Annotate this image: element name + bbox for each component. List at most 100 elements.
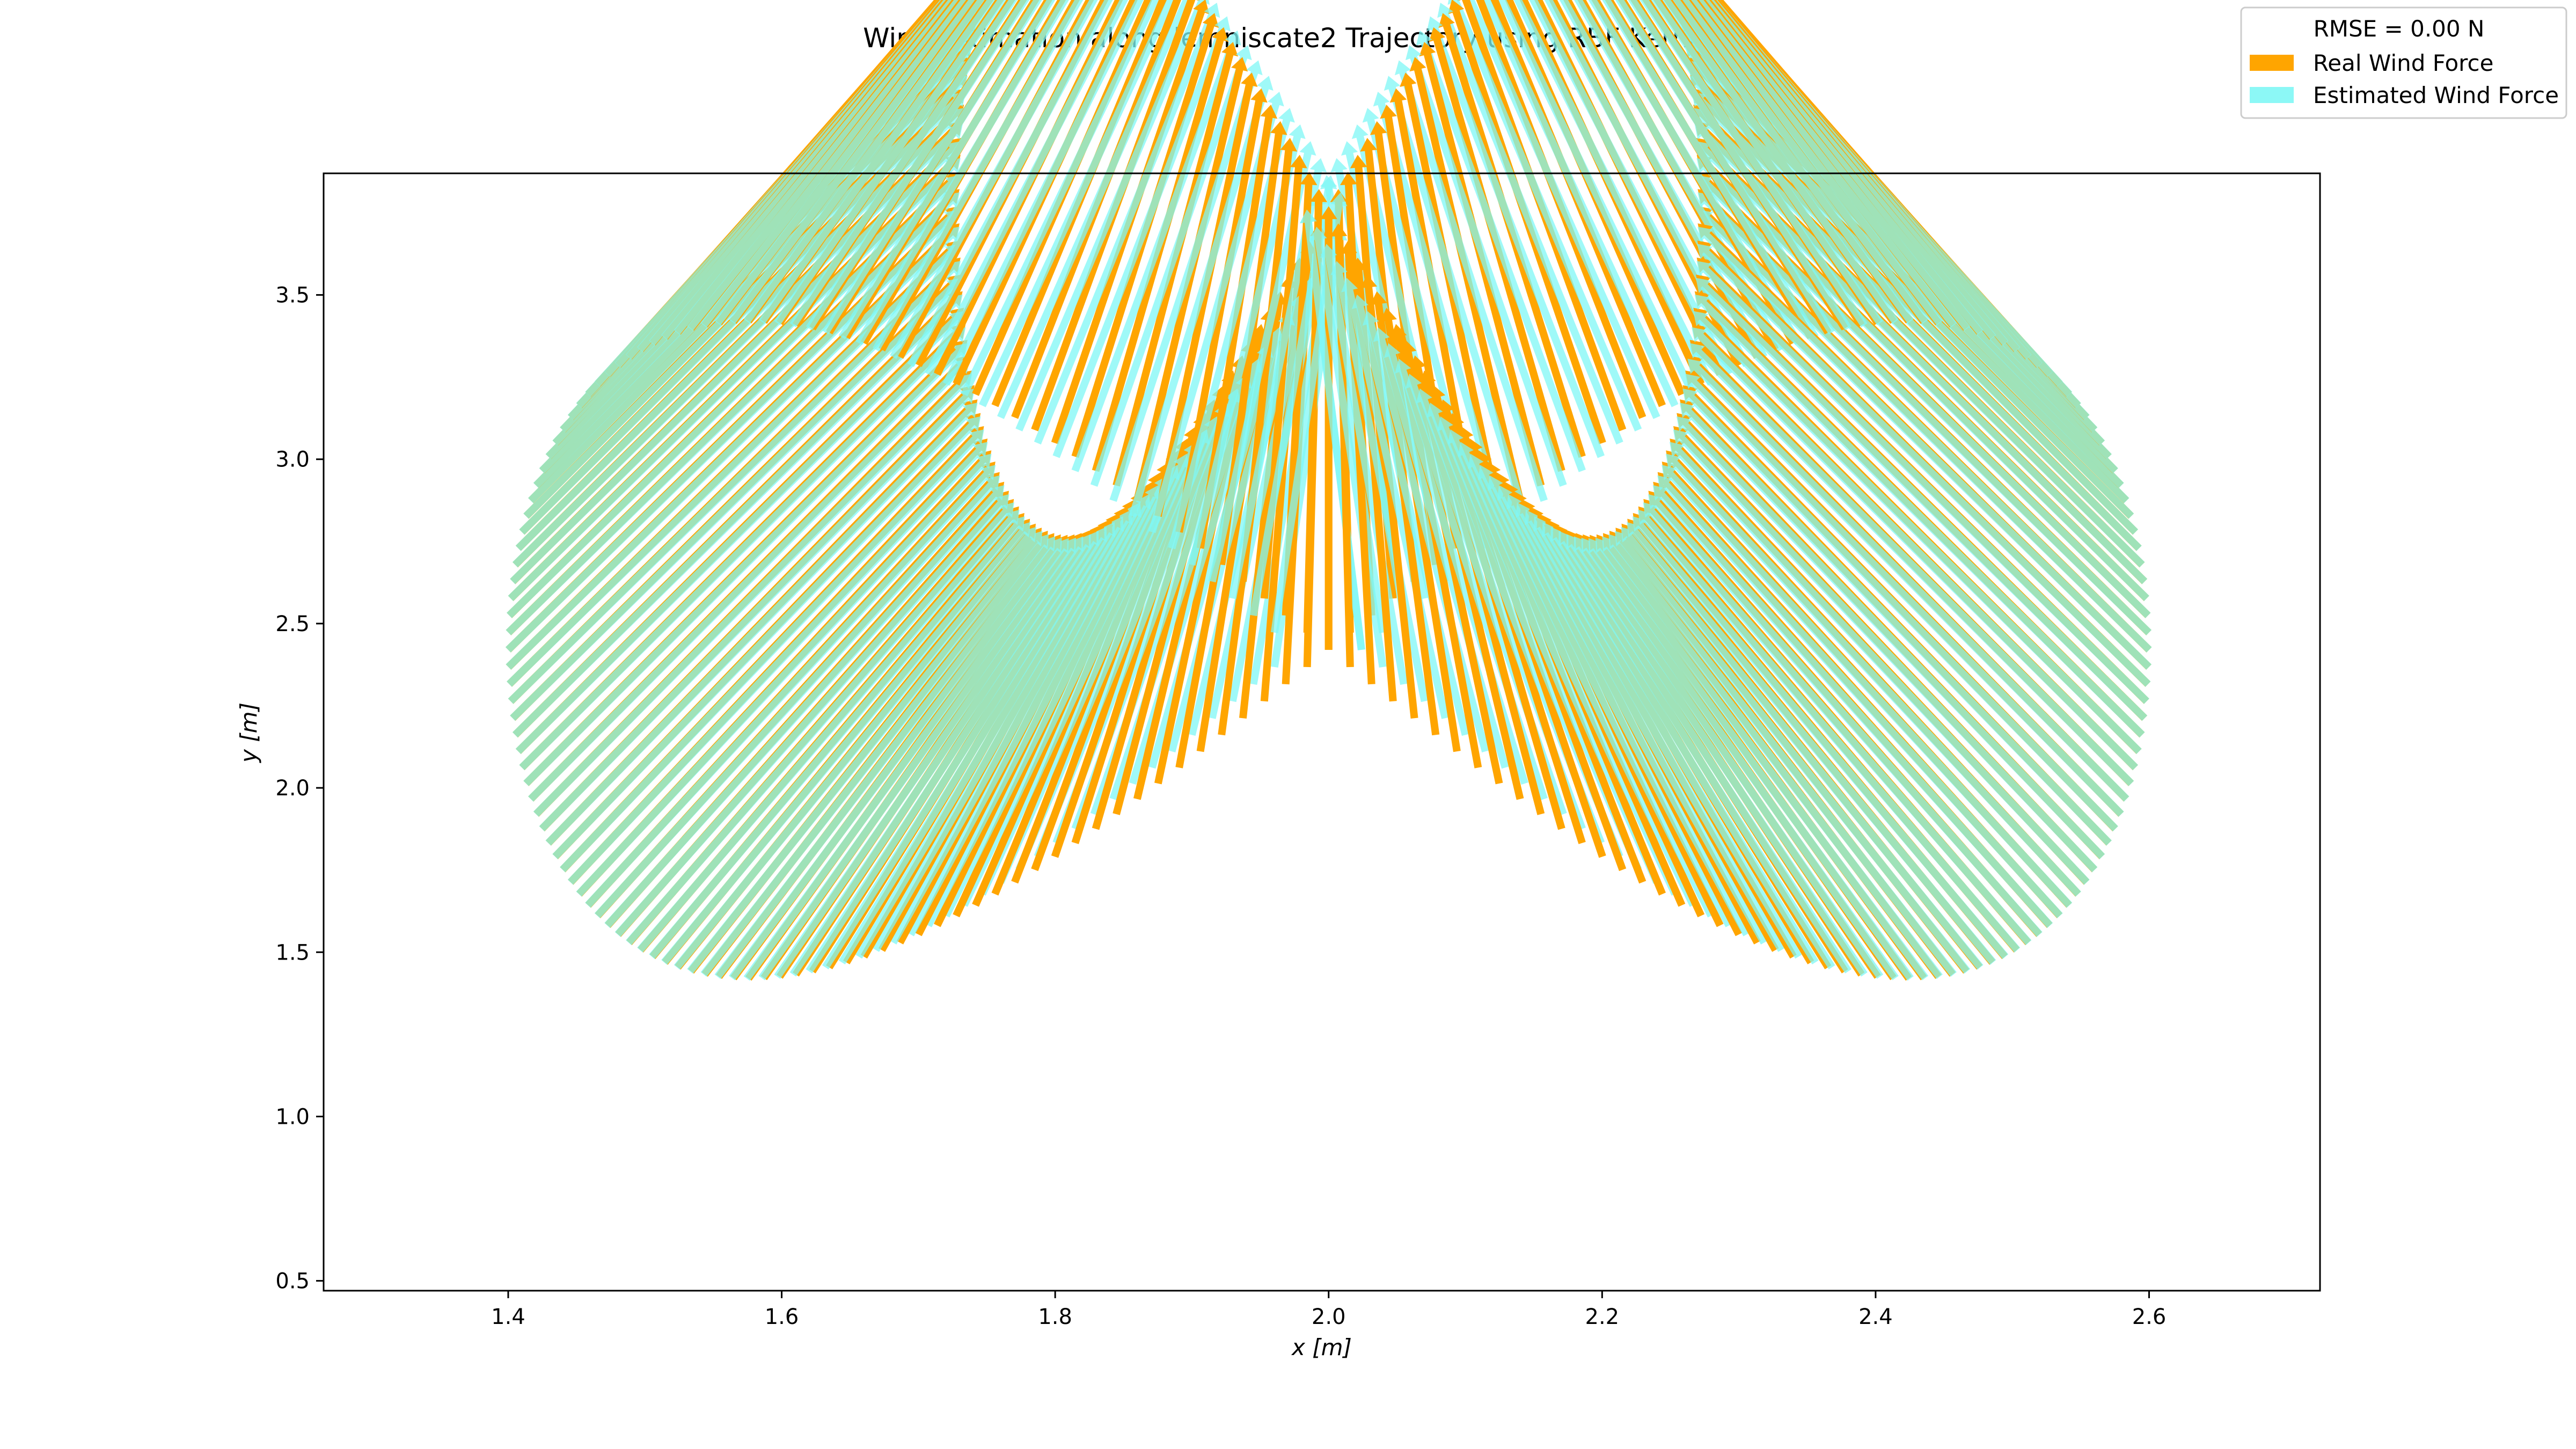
estimated-wind-arrow <box>626 502 1014 946</box>
estimated-wind-arrow <box>505 209 960 653</box>
quiver-arrows <box>505 0 2152 981</box>
real-wind-arrow <box>1330 223 1354 668</box>
estimated-wind-arrow <box>838 522 1115 964</box>
legend: RMSE = 0.00 N Real Wind Force Estimated … <box>2240 6 2567 119</box>
x-tick-label: 1.6 <box>765 1305 799 1329</box>
estimated-wind-arrow <box>1661 0 1899 324</box>
estimated-wind-arrow <box>700 534 1049 977</box>
real-wind-arrow <box>1350 258 1397 702</box>
estimated-wind-arrow <box>1695 277 2148 721</box>
estimated-wind-arrow <box>1516 502 1768 945</box>
y-tick-label: 3.5 <box>275 283 310 308</box>
legend-label-real: Real Wind Force <box>2313 50 2493 76</box>
estimated-wind-arrow <box>873 0 1084 352</box>
x-tick-label: 2.2 <box>1585 1305 1620 1329</box>
estimated-wind-arrow <box>997 0 1191 419</box>
estimated-wind-arrow <box>822 526 1107 970</box>
estimated-wind-arrow <box>890 0 1098 359</box>
estimated-wind-arrow <box>1447 0 1642 431</box>
estimated-wind-arrow <box>1687 358 2129 802</box>
y-axis-label: y [m] <box>236 702 262 764</box>
estimated-wind-arrow <box>1627 522 1996 965</box>
estimated-wind-arrow <box>508 261 961 704</box>
estimated-wind-arrow <box>1662 465 2073 908</box>
estimated-wind-arrow <box>1657 475 2063 918</box>
estimated-wind-arrow <box>1034 3 1220 445</box>
real-wind-arrow <box>1031 0 1200 431</box>
estimated-wind-arrow <box>1677 416 2105 860</box>
estimated-wind-arrow <box>1513 0 1715 386</box>
estimated-wind-arrow <box>1525 509 1785 952</box>
estimated-wind-arrow <box>1148 91 1284 533</box>
y-tick-label: 1.5 <box>275 940 310 965</box>
estimated-wind-arrow <box>1648 494 2043 937</box>
estimated-wind-arrow <box>1689 343 2134 786</box>
estimated-wind-arrow <box>1466 0 1660 419</box>
estimated-wind-arrow <box>1168 108 1295 550</box>
estimated-wind-arrow <box>585 465 996 908</box>
estimated-wind-arrow <box>1129 76 1274 517</box>
estimated-wind-arrow <box>1697 175 2151 618</box>
estimated-wind-arrow <box>1426 16 1605 458</box>
estimated-wind-arrow <box>1488 475 1715 918</box>
estimated-wind-arrow <box>1595 537 1929 980</box>
y-tick-label: 2.5 <box>275 612 310 636</box>
plot-area-frame <box>323 172 2321 1292</box>
estimated-wind-arrow <box>758 0 996 324</box>
real-wind-arrow <box>1380 308 1461 752</box>
estimated-wind-arrow <box>545 402 978 846</box>
estimated-wind-arrow <box>1682 388 2118 832</box>
estimated-wind-arrow <box>1679 402 2112 846</box>
real-wind-arrow <box>1340 240 1375 685</box>
estimated-wind-arrow <box>979 0 1175 407</box>
x-tick-label: 2.4 <box>1858 1305 1893 1329</box>
estimated-wind-arrow <box>1394 60 1548 502</box>
estimated-wind-arrow <box>604 485 1005 928</box>
estimated-wind-arrow <box>560 429 984 873</box>
real-wind-arrow <box>1260 258 1307 702</box>
estimated-wind-arrow <box>942 0 1144 386</box>
y-axis-ticks: 0.5 1.0 1.5 2.0 2.5 3.0 3.5 <box>275 283 324 1294</box>
estimated-wind-arrow <box>806 531 1099 974</box>
x-tick-label: 2.0 <box>1312 1305 1346 1329</box>
legend-frame <box>2240 6 2567 119</box>
y-tick-label: 1.0 <box>275 1104 310 1129</box>
estimated-wind-arrow <box>1498 0 1697 397</box>
estimated-wind-arrow <box>789 0 1018 327</box>
estimated-wind-arrow <box>855 0 1069 345</box>
estimated-wind-arrow <box>1687 0 1943 326</box>
estimated-wind-arrow <box>1665 453 2081 897</box>
estimated-wind-arrow <box>519 327 966 771</box>
estimated-wind-arrow <box>1052 16 1231 458</box>
estimated-wind-arrow <box>1566 534 1868 977</box>
estimated-wind-arrow <box>806 0 1030 331</box>
estimated-wind-arrow <box>1652 485 2053 928</box>
estimated-wind-arrow <box>1673 429 2098 873</box>
estimated-wind-arrow <box>774 0 1007 325</box>
estimated-wind-arrow <box>1671 0 1914 324</box>
estimated-wind-arrow <box>743 538 1069 981</box>
estimated-wind-arrow <box>1685 374 2124 817</box>
real-wind-arrow <box>1218 121 1287 566</box>
estimated-wind-arrow <box>1602 536 1943 979</box>
estimated-wind-arrow <box>1621 526 1984 970</box>
estimated-wind-arrow <box>510 277 962 721</box>
estimated-wind-arrow <box>774 536 1084 979</box>
legend-swatch-real <box>2250 55 2294 71</box>
estimated-wind-arrow <box>1416 30 1586 472</box>
estimated-wind-arrow <box>925 0 1129 376</box>
estimated-wind-arrow <box>1506 494 1750 936</box>
estimated-wind-arrow <box>637 509 1020 953</box>
x-axis-ticks: 1.4 1.6 1.8 2.0 2.2 2.4 2.6 <box>491 1291 2166 1329</box>
estimated-wind-arrow <box>1405 45 1567 487</box>
estimated-wind-arrow <box>1529 0 1732 376</box>
estimated-wind-arrow <box>1602 0 1819 340</box>
estimated-wind-arrow <box>1550 526 1835 970</box>
estimated-wind-arrow <box>838 0 1056 340</box>
estimated-wind-arrow <box>1608 534 1957 977</box>
estimated-wind-arrow <box>576 453 992 897</box>
estimated-wind-arrow <box>1559 0 1768 359</box>
estimated-wind-arrow <box>674 526 1036 970</box>
estimated-wind-arrow <box>1651 0 1884 325</box>
